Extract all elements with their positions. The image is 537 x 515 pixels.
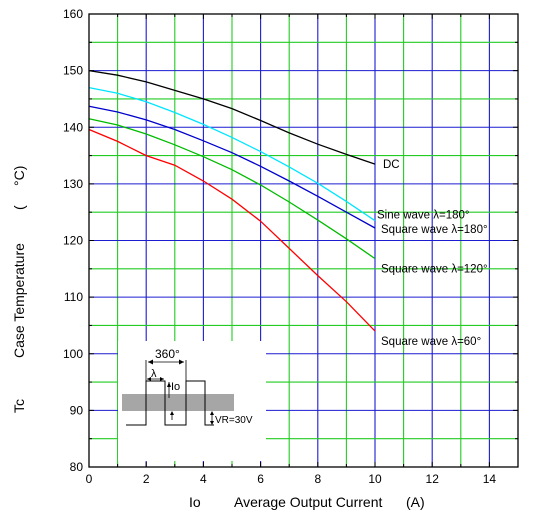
series-label: Sine wave λ=180°	[377, 210, 470, 222]
inset-vr-label: VR=30V	[215, 415, 253, 426]
y-axis-label: Case Temperature	[11, 243, 27, 358]
inset-period-label: 360°	[155, 347, 180, 361]
inset-io-label: Io	[171, 381, 180, 393]
series-label: Square wave λ=180°	[381, 224, 488, 236]
series-label: Square wave λ=60°	[381, 336, 481, 348]
inset-lambda-arrowheads	[147, 377, 164, 381]
x-tick-label: 6	[257, 472, 264, 486]
series-line	[88, 86, 376, 222]
y-tick-label: 100	[63, 347, 83, 361]
inset-waveform	[126, 380, 214, 426]
y-tick-label: 110	[64, 290, 83, 304]
series-label: Square wave λ=120°	[381, 264, 488, 276]
x-axis-unit: (A)	[406, 494, 425, 510]
x-tick-label: 14	[483, 472, 497, 486]
y-tick-label: 130	[63, 177, 83, 191]
x-axis-symbol: Io	[189, 494, 201, 510]
x-tick-label: 12	[426, 472, 440, 486]
grid	[89, 14, 518, 467]
inset-small-arrowhead	[170, 411, 174, 415]
series-layer: DC Sine wave λ=180° Square wave λ=180° Squa…	[88, 69, 488, 348]
y-axis-unit: °C)	[11, 166, 27, 186]
x-tick-label: 8	[314, 472, 321, 486]
series-line	[88, 128, 376, 332]
series-line	[88, 69, 376, 165]
series-line	[88, 118, 376, 260]
y-tick-label: 120	[63, 234, 83, 248]
y-tick-label: 150	[63, 64, 83, 78]
series-label: DC	[383, 159, 400, 171]
inset-lambda-label: λ	[151, 368, 157, 380]
y-axis-symbol: Tc	[11, 399, 27, 413]
inset-io-arrowhead	[167, 382, 171, 387]
y-tick-label: 80	[70, 460, 84, 474]
y-tick-label: 90	[70, 403, 84, 417]
y-tick-label: 140	[63, 120, 83, 134]
series-line	[88, 105, 376, 229]
y-axis-unit-open: (	[11, 205, 27, 210]
tick-layer: 0 2 4 6 8 10 12 14 80 90 100 110 120 130 140 150 160	[63, 7, 519, 486]
x-tick-label: 4	[200, 472, 207, 486]
y-axis-labels: Tc Case Temperature ( °C)	[11, 166, 27, 413]
x-axis-label: Average Output Current	[234, 494, 382, 510]
inset-gray-band	[122, 394, 234, 411]
x-tick-label: 0	[86, 472, 93, 486]
waveform-inset: 360° λ Io VR=30V	[118, 341, 266, 461]
y-tick-label: 160	[63, 7, 83, 21]
x-tick-label: 10	[368, 472, 382, 486]
x-tick-label: 2	[143, 472, 150, 486]
inset-vr-arrowheads	[210, 411, 214, 425]
